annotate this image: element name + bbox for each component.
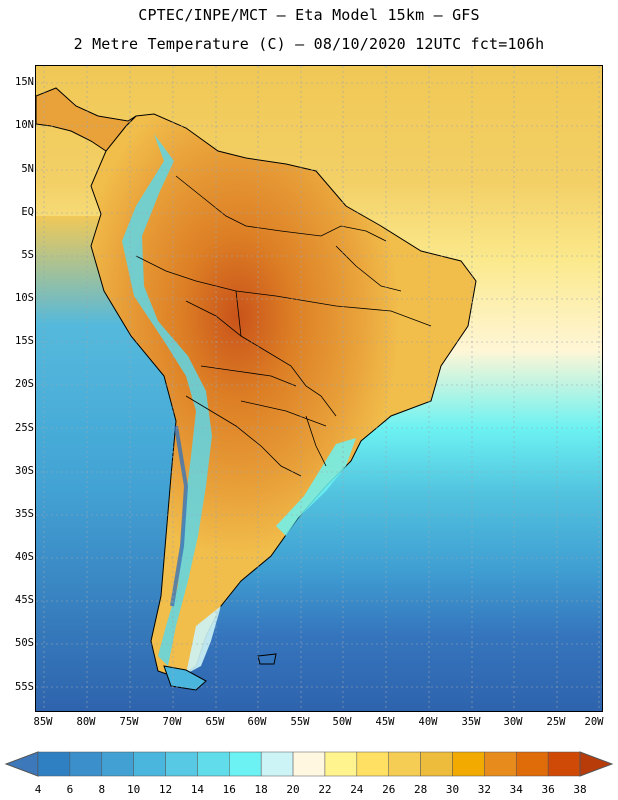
lat-label: 10N <box>15 119 34 131</box>
lat-label: 20S <box>15 378 34 390</box>
lat-label: 15N <box>15 76 34 88</box>
colorbar-tick-label: 8 <box>98 783 106 796</box>
colorbar-tick-label: 30 <box>445 783 460 796</box>
colorbar-tick-label: 38 <box>573 783 587 796</box>
colorbar-tick-label: 26 <box>382 783 396 796</box>
lon-label: 65W <box>205 716 225 728</box>
andes-mountains <box>122 134 212 666</box>
colorbar-tick-label: 12 <box>158 783 173 796</box>
colorbar-swatch <box>229 751 262 777</box>
colorbar-tick-label: 22 <box>318 783 332 796</box>
lat-label: 45S <box>15 594 34 606</box>
colorbar-swatch <box>292 751 326 777</box>
lon-label: 75W <box>119 716 139 728</box>
colorbar-tick-label: 20 <box>286 783 300 796</box>
lon-label: 20W <box>584 716 604 728</box>
map-title-line2: 2 Metre Temperature (C) – 08/10/2020 12U… <box>73 35 545 53</box>
colorbar-tick-label: 16 <box>222 783 236 796</box>
tierra-del-fuego <box>163 665 207 691</box>
lat-label: 5S <box>21 249 34 261</box>
colorbar-tick-label: 28 <box>413 783 428 796</box>
colorbar-tick-label: 4 <box>34 783 42 796</box>
colorbar-swatch <box>165 751 198 777</box>
lat-label: 55S <box>15 681 34 693</box>
lat-label: 25S <box>15 422 34 434</box>
colorbar-swatch <box>388 751 421 777</box>
temperature-map[interactable] <box>35 65 603 712</box>
lon-label: 60W <box>247 716 267 728</box>
lon-label: 40W <box>418 716 438 728</box>
colorbar-swatch <box>452 751 485 777</box>
colorbar-swatch <box>133 751 166 777</box>
lon-label: 50W <box>332 716 352 728</box>
colorbar-swatch <box>515 751 549 777</box>
falkland-islands <box>257 653 277 665</box>
lon-label: 80W <box>76 716 96 728</box>
colorbar-swatch <box>69 751 103 777</box>
colorbar-swatch <box>356 751 389 777</box>
lon-label: 70W <box>162 716 182 728</box>
colorbar-arrow-max <box>579 751 614 777</box>
colorbar-tick-label: 24 <box>350 783 364 796</box>
colorbar-swatch <box>37 751 71 777</box>
colorbar-tick-label: 14 <box>190 783 205 796</box>
lat-label: 40S <box>15 551 34 563</box>
lat-label: 30S <box>15 465 34 477</box>
temperature-colorbar <box>4 751 614 777</box>
lat-label: 50S <box>15 637 34 649</box>
andes-high-peaks <box>170 425 189 607</box>
lon-label: 35W <box>461 716 481 728</box>
colorbar-tick-label: 10 <box>127 783 141 796</box>
colorbar-tick-label: 36 <box>541 783 555 796</box>
lat-label: 10S <box>15 292 34 304</box>
lon-label: 45W <box>375 716 395 728</box>
lon-label: 55W <box>290 716 310 728</box>
colorbar-swatch <box>484 751 517 777</box>
colorbar-tick-label: 18 <box>254 783 268 796</box>
patagonia-cool <box>186 606 221 674</box>
colorbar-swatch <box>101 751 134 777</box>
colorbar-swatch <box>547 751 581 777</box>
southeast-coast-cool <box>276 438 356 536</box>
lon-label: 85W <box>33 716 53 728</box>
lon-label: 30W <box>503 716 523 728</box>
colorbar-tick-label: 6 <box>66 783 74 796</box>
lon-label: 25W <box>546 716 566 728</box>
lat-label: 15S <box>15 335 34 347</box>
lat-label: EQ <box>21 206 34 218</box>
map-title-line1: CPTEC/INPE/MCT – Eta Model 15km – GFS <box>138 6 480 24</box>
colorbar-swatch <box>260 751 294 777</box>
lat-label: 5N <box>21 163 34 175</box>
colorbar-tick-label: 34 <box>509 783 523 796</box>
colorbar-swatch <box>197 751 230 777</box>
colorbar-swatch <box>324 751 358 777</box>
colorbar-arrow-min <box>4 751 39 777</box>
lat-label: 35S <box>15 508 34 520</box>
country-borders <box>135 175 432 477</box>
colorbar-tick-label: 32 <box>477 783 491 796</box>
colorbar-swatch <box>420 751 453 777</box>
map-canvas <box>36 66 602 711</box>
